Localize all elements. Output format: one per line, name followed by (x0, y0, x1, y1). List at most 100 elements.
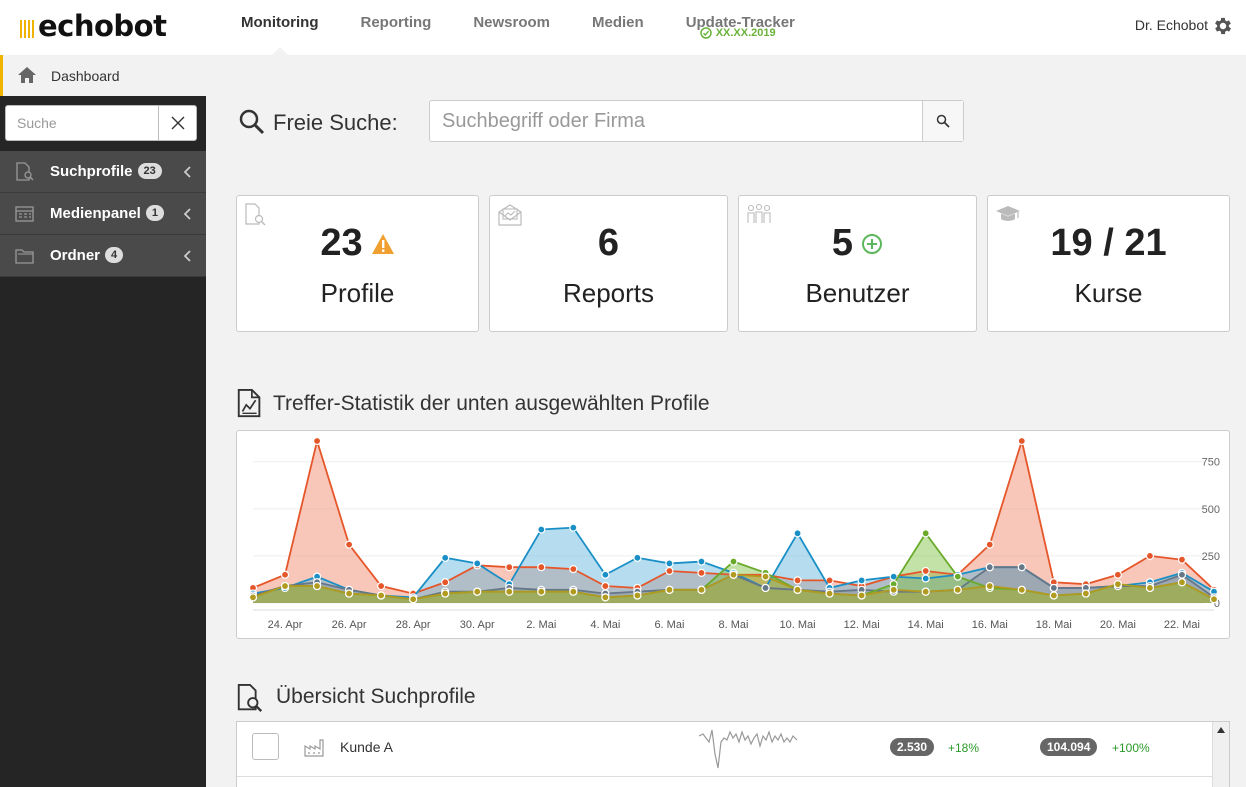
x-tick-label: 24. Apr (268, 619, 303, 631)
data-point (953, 572, 962, 581)
data-point (280, 581, 290, 591)
sidebar-menu: Suchprofile 23 Medienpanel 1 Ordner 4 (0, 151, 206, 277)
x-tick-label: 16. Mai (972, 619, 1008, 631)
data-point (1113, 580, 1123, 589)
sparkline (698, 729, 798, 769)
graduation-cap-icon (996, 206, 1020, 221)
nav-update-tracker[interactable]: Update-Tracker XX.XX.2019 (686, 0, 795, 55)
chevron-left-icon (183, 208, 191, 220)
data-point (857, 576, 866, 585)
user-name[interactable]: Dr. Echobot (1134, 17, 1208, 33)
breadcrumb: Dashboard (0, 55, 206, 96)
x-tick-label: 4. Mai (590, 619, 620, 631)
card-reports[interactable]: 6 Reports (489, 195, 728, 332)
card-profile[interactable]: 23 Profile (236, 195, 479, 332)
data-point (889, 585, 898, 594)
data-point (985, 563, 994, 572)
data-point (601, 593, 610, 602)
data-point (1081, 589, 1090, 598)
x-tick-label: 8. Mai (719, 619, 749, 631)
sidebar-item-suchprofile[interactable]: Suchprofile 23 (0, 151, 206, 193)
data-point (697, 585, 706, 594)
home-icon[interactable] (17, 66, 37, 84)
data-point (633, 591, 642, 600)
free-search-button[interactable] (922, 101, 963, 141)
breadcrumb-dashboard[interactable]: Dashboard (51, 68, 120, 84)
warning-icon (371, 233, 394, 254)
data-point (1177, 555, 1187, 564)
nav-reporting[interactable]: Reporting (360, 0, 431, 55)
top-bar: echobot Monitoring Reporting Newsroom Me… (0, 0, 1246, 55)
data-point (793, 529, 802, 538)
series-area (253, 441, 1214, 603)
data-point (1209, 595, 1219, 604)
card-kurse[interactable]: 19 / 21 Kurse (987, 195, 1230, 332)
data-point (1113, 570, 1123, 579)
sidebar-search-input[interactable] (6, 106, 158, 140)
data-point (793, 585, 802, 594)
sidebar-item-medienpanel[interactable]: Medienpanel 1 (0, 193, 206, 235)
chevron-left-icon (183, 166, 191, 178)
nav-medien[interactable]: Medien (592, 0, 644, 55)
x-tick-label: 22. Mai (1164, 619, 1200, 631)
nav-newsroom[interactable]: Newsroom (473, 0, 550, 55)
free-search-input[interactable] (430, 101, 922, 141)
profile-name[interactable]: Kunde A (340, 739, 393, 755)
sidebar-label-text: Medienpanel (50, 205, 141, 222)
data-point (473, 559, 482, 568)
data-point (537, 525, 546, 534)
sidebar-item-label: Medienpanel 1 (50, 205, 164, 222)
x-tick-label: 6. Mai (654, 619, 684, 631)
echobot-logo[interactable]: echobot (20, 9, 167, 43)
profiles-table: Kunde A 2.530 +18% 104.094 +100% (236, 721, 1230, 787)
nav-monitoring[interactable]: Monitoring (241, 0, 318, 55)
data-point (569, 587, 578, 596)
scroll-up-arrow-icon[interactable] (1217, 727, 1225, 733)
data-point (953, 585, 962, 594)
card-label: Benutzer (805, 278, 910, 308)
data-point (921, 566, 930, 576)
data-point (761, 583, 770, 593)
data-point (537, 587, 546, 596)
y-tick-label: 750 (1202, 457, 1220, 469)
table-row[interactable]: Kunde A 2.530 +18% 104.094 +100% (237, 722, 1213, 777)
data-point (729, 557, 738, 566)
gear-icon[interactable] (1212, 15, 1234, 37)
media-panel-icon (15, 206, 34, 222)
data-point (1017, 585, 1026, 594)
profiles-section-title: Übersicht Suchprofile (276, 685, 476, 708)
table-scrollbar[interactable] (1212, 722, 1229, 787)
folder-icon (15, 249, 34, 264)
hits-trend: +18% (948, 741, 980, 755)
data-point (793, 576, 802, 585)
y-tick-label: 500 (1202, 504, 1220, 516)
row-checkbox[interactable] (252, 733, 279, 760)
card-label: Kurse (1074, 278, 1143, 308)
data-point (344, 589, 354, 598)
card-benutzer[interactable]: 5 Benutzer (738, 195, 977, 332)
count-badge: 4 (105, 247, 124, 263)
hits-badge: 2.530 (890, 738, 935, 756)
data-point (761, 572, 770, 581)
hit-statistics-chart: 0 250 500 750 24. Apr 26. Apr 28. Apr 30. Apr 2.… (236, 430, 1230, 639)
data-point (1145, 583, 1155, 593)
series-area (253, 574, 1214, 603)
sidebar-search-clear-button[interactable] (158, 106, 196, 140)
nav-label: Update-Tracker (685, 14, 795, 31)
y-tick-label: 250 (1202, 551, 1220, 563)
sidebar-item-label: Ordner 4 (50, 247, 124, 264)
main-nav: Monitoring Reporting Newsroom Medien Upd… (241, 0, 837, 55)
reach-badge: 104.094 (1040, 738, 1098, 756)
chart-section-title: Treffer-Statistik der unten ausgewählten… (273, 392, 710, 415)
data-point (505, 563, 514, 572)
data-point (1017, 563, 1026, 572)
y-tick-label: 0 (1214, 598, 1220, 610)
sidebar-item-ordner[interactable]: Ordner 4 (0, 235, 206, 277)
x-tick-label: 14. Mai (908, 619, 944, 631)
card-value-row: 6 (490, 222, 727, 265)
x-tick-label: 12. Mai (844, 619, 880, 631)
add-user-button[interactable] (861, 233, 883, 255)
data-point (985, 540, 994, 549)
nav-label: Newsroom (473, 14, 550, 31)
